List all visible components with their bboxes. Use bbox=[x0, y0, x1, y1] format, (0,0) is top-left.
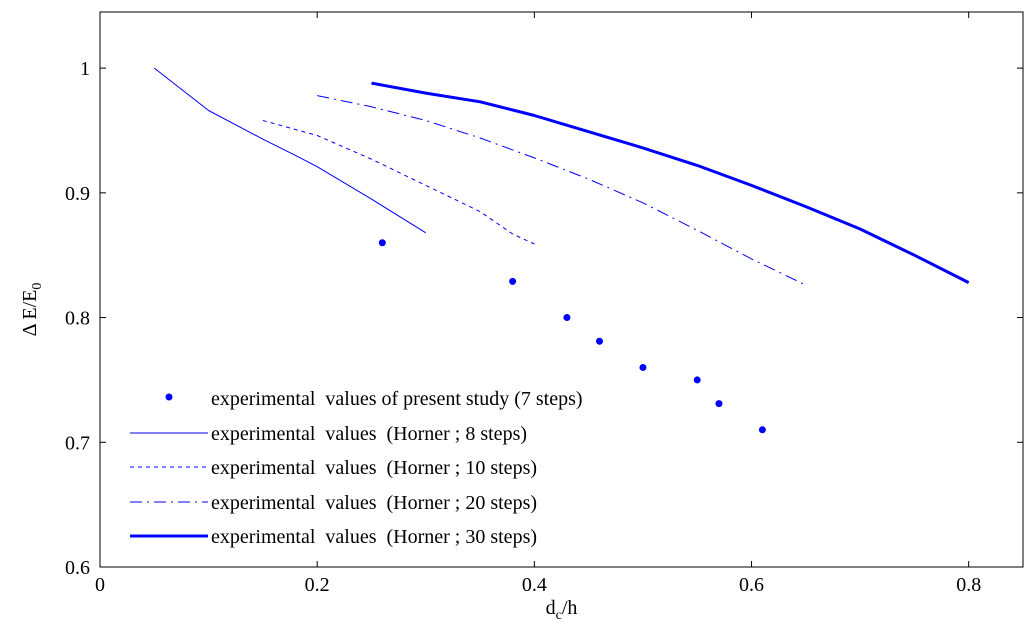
y-axis-label-subscript: 0 bbox=[30, 283, 45, 290]
series-line-1 bbox=[153, 67, 427, 234]
y-tick-label: 0.8 bbox=[65, 308, 90, 330]
legend-label: experimental values (Horner ; 10 steps) bbox=[211, 457, 537, 479]
y-axis-label-main: Δ E/E bbox=[19, 290, 41, 337]
x-axis-label-suffix: /h bbox=[562, 597, 578, 619]
x-axis-label: dc/h bbox=[546, 597, 578, 623]
series-line-4 bbox=[371, 81, 970, 284]
legend-label: experimental values (Horner ; 30 steps) bbox=[211, 526, 537, 548]
legend: experimental values of present study (7 … bbox=[130, 388, 583, 548]
x-axis-label-subscript: c bbox=[556, 608, 562, 623]
y-tick-label: 0.9 bbox=[65, 183, 90, 205]
x-tick-label: 0.4 bbox=[522, 574, 547, 596]
data-point bbox=[378, 239, 386, 247]
x-axis-label-main: d bbox=[546, 597, 556, 619]
y-axis-label: Δ E/E0 bbox=[19, 283, 45, 337]
x-tick-label: 0.2 bbox=[305, 574, 330, 596]
legend-marker bbox=[165, 393, 173, 401]
x-tick-label: 0.8 bbox=[956, 574, 981, 596]
data-point bbox=[639, 363, 647, 371]
y-tick-label: 0.6 bbox=[65, 557, 90, 579]
legend-label: experimental values (Horner ; 20 steps) bbox=[211, 492, 537, 514]
data-point bbox=[715, 400, 723, 408]
legend-label: experimental values (Horner ; 8 steps) bbox=[211, 423, 527, 445]
x-tick-label: 0 bbox=[95, 574, 105, 596]
data-point bbox=[693, 376, 701, 384]
data-point bbox=[758, 426, 766, 434]
y-tick-label: 0.7 bbox=[65, 432, 90, 454]
y-tick-label: 1 bbox=[80, 58, 90, 80]
series-layer bbox=[153, 67, 970, 434]
series-line-3 bbox=[317, 95, 807, 286]
legend-label: experimental values of present study (7 … bbox=[211, 388, 583, 410]
plot-frame bbox=[99, 11, 1024, 568]
data-point bbox=[563, 314, 571, 322]
x-tick-label: 0.6 bbox=[739, 574, 764, 596]
series-line-2 bbox=[262, 120, 535, 245]
data-point bbox=[509, 277, 517, 285]
data-point bbox=[596, 337, 604, 345]
axis-ticks: 0 0.2 0.4 0.6 0.8 0.6 0.7 0.8 0.9 1 bbox=[65, 12, 1023, 596]
